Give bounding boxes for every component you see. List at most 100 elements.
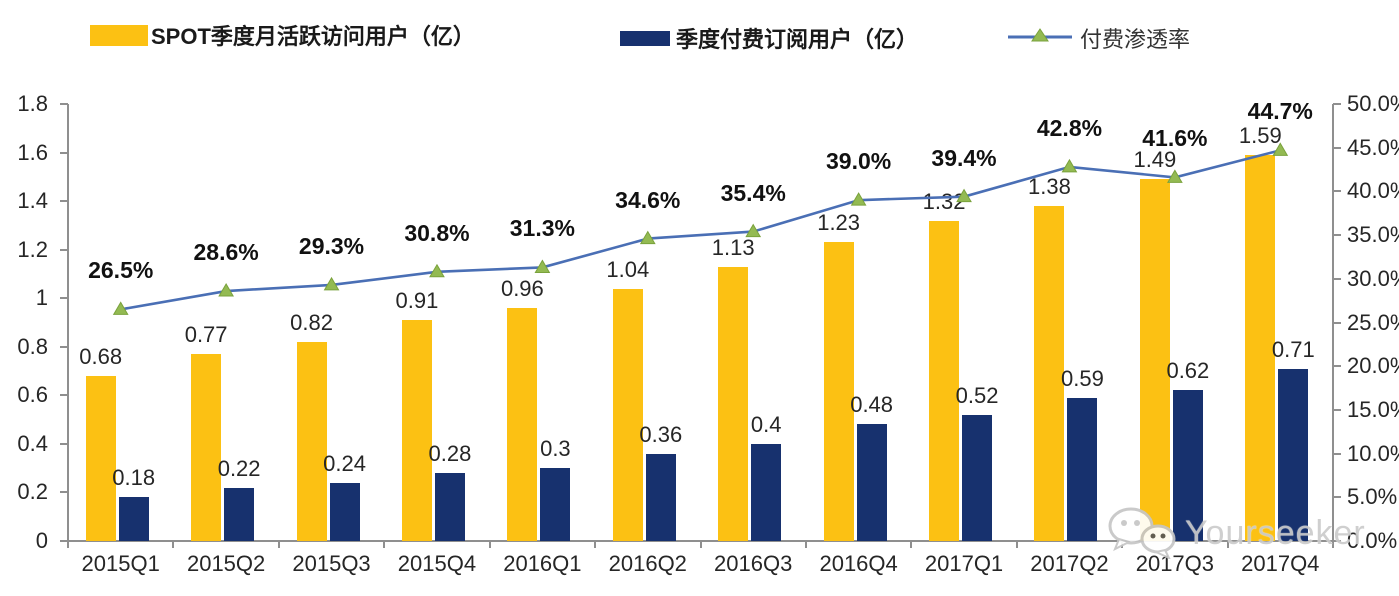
category-label: 2017Q3 [1135, 551, 1215, 576]
penetration-value-label: 39.0% [826, 148, 892, 175]
mau-bar [718, 266, 749, 541]
x-axis-tick [1015, 541, 1018, 548]
penetration-value-label: 28.6% [193, 239, 259, 266]
left-axis-tick-label: 0.4 [17, 430, 48, 456]
right-axis-tick-label: 5.0% [1347, 484, 1398, 510]
left-axis-tick-label: 1.4 [17, 188, 48, 214]
category-label: 2015Q3 [292, 551, 371, 576]
left-axis-tick [60, 442, 68, 445]
right-axis-tick-label: 20.0% [1347, 353, 1399, 379]
right-axis-tick [1333, 234, 1341, 237]
left-axis-tick [60, 394, 68, 397]
penetration-marker [1061, 158, 1078, 173]
mau-value-label: 1.04 [606, 256, 650, 282]
subscriber-value-label: 0.4 [750, 411, 782, 437]
category-label: 2016Q3 [714, 551, 793, 576]
category-label: 2015Q1 [81, 551, 160, 576]
subscriber-value-label: 0.71 [1271, 336, 1315, 362]
subscriber-bar [751, 443, 782, 541]
subscriber-value-label: 0.28 [428, 441, 472, 467]
right-axis-tick [1333, 540, 1341, 542]
penetration-value-label: 42.8% [1036, 114, 1103, 141]
subscriber-bar [1067, 397, 1098, 541]
left-axis-tick [60, 200, 68, 203]
legend-item-penetration: 付费渗透率 [1008, 22, 1190, 54]
subscriber-value-label: 0.18 [112, 465, 156, 491]
penetration-marker [639, 230, 656, 245]
x-axis-tick [1226, 541, 1229, 548]
category-label: 2017Q4 [1241, 551, 1320, 576]
mau-bar [191, 354, 222, 541]
mau-value-label: 1.23 [817, 210, 861, 236]
mau-value-label: 0.82 [290, 309, 333, 335]
penetration-legend-marker-icon [1008, 26, 1072, 51]
x-axis-tick [67, 541, 69, 548]
penetration-value-label: 34.6% [615, 186, 681, 213]
penetration-line [120, 149, 1281, 311]
subscriber-bar [962, 414, 993, 541]
penetration-value-label: 41.6% [1142, 125, 1208, 152]
right-axis-tick [1333, 321, 1341, 324]
left-axis-tick-label: 0 [35, 528, 48, 553]
subscriber-bar [329, 482, 360, 541]
x-axis-tick [383, 541, 386, 548]
subscriber-value-label: 0.22 [217, 455, 261, 481]
category-label: 2016Q1 [503, 551, 582, 576]
mau-value-label: 0.91 [395, 288, 439, 314]
legend-item-mau: SPOT季度月活跃访问用户（亿） [90, 19, 475, 51]
right-axis-tick-label: 35.0% [1347, 222, 1399, 248]
subscriber-value-label: 0.62 [1166, 358, 1210, 384]
subscriber-bar [540, 468, 571, 541]
mau-value-label: 1.32 [922, 188, 966, 214]
mau-bar [401, 320, 432, 541]
legend-item-subscribers: 季度付费订阅用户（亿） [620, 22, 918, 54]
right-axis-tick-label: 15.0% [1347, 396, 1399, 422]
left-axis-tick [60, 491, 68, 494]
right-axis-tick [1333, 408, 1341, 411]
wechat-chat-bubbles-icon [1103, 503, 1179, 564]
penetration-marker [850, 192, 867, 206]
mau-bar [929, 220, 960, 541]
mau-legend-swatch [90, 24, 148, 46]
x-axis-tick [1332, 541, 1334, 548]
penetration-marker [112, 301, 129, 315]
penetration-value-label: 39.4% [931, 144, 997, 171]
left-axis-line [67, 104, 69, 541]
left-axis-tick [60, 151, 68, 154]
penetration-value-label: 30.8% [404, 219, 470, 246]
mau-value-label: 0.68 [79, 343, 123, 369]
mau-value-label: 1.13 [711, 234, 755, 260]
left-axis-tick [60, 248, 68, 251]
left-axis-tick-label: 1.6 [17, 139, 48, 165]
category-label: 2017Q1 [924, 551, 1004, 576]
subscriber-bar [645, 453, 676, 541]
penetration-marker [534, 259, 551, 273]
right-axis-tick-label: 10.0% [1347, 440, 1399, 466]
subscriber-bar [434, 473, 465, 541]
subscriber-bar [1172, 390, 1203, 541]
x-axis-tick [277, 541, 280, 548]
right-axis-tick [1333, 496, 1341, 499]
subscriber-bar [1278, 368, 1309, 541]
right-axis-tick-label: 45.0% [1347, 134, 1399, 160]
subscriber-value-label: 0.24 [323, 450, 366, 476]
x-axis-tick [804, 541, 807, 548]
left-axis-tick-label: 0.2 [17, 479, 48, 505]
subscriber-value-label: 0.52 [955, 382, 999, 408]
left-axis-tick-label: 1.2 [17, 236, 48, 262]
mau-bar [296, 341, 327, 541]
subscriber-value-label: 0.3 [540, 436, 571, 462]
mau-value-label: 0.96 [500, 275, 544, 301]
penetration-legend-label: 付费渗透率 [1080, 27, 1191, 52]
subscribers-legend-label: 季度付费订阅用户（亿） [676, 27, 919, 52]
right-axis-tick [1333, 103, 1341, 105]
left-axis-tick-label: 0.8 [17, 333, 48, 359]
mau-legend-label: SPOT季度月活跃访问用户（亿） [151, 24, 475, 49]
penetration-value-label: 26.5% [88, 257, 154, 284]
subscribers-legend-swatch [620, 30, 670, 46]
subscriber-value-label: 0.48 [850, 392, 894, 418]
penetration-value-label: 35.4% [720, 179, 786, 206]
penetration-value-label: 29.3% [298, 232, 365, 259]
mau-value-label: 1.38 [1028, 173, 1071, 199]
